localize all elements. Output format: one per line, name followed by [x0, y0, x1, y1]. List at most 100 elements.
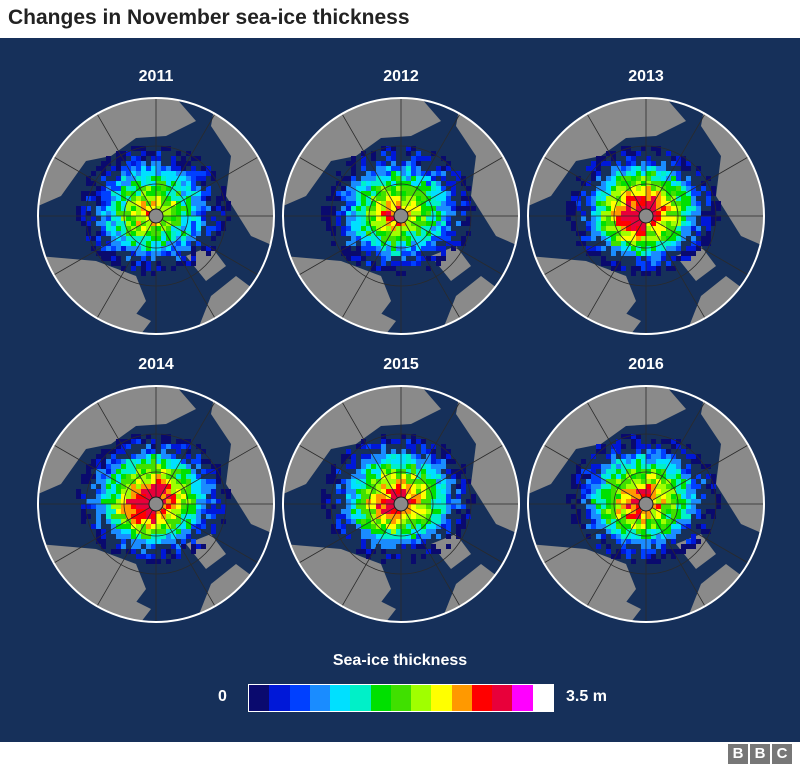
ice-cell	[176, 444, 181, 449]
ice-cell	[121, 534, 126, 539]
ice-cell	[711, 514, 716, 519]
ice-cell	[651, 211, 656, 216]
ice-cell	[601, 191, 606, 196]
ice-cell	[131, 266, 136, 271]
ice-cell	[676, 494, 681, 499]
ice-cell	[421, 474, 426, 479]
ice-cell	[186, 499, 191, 504]
ice-cell	[346, 514, 351, 519]
ice-cell	[176, 256, 181, 261]
ice-cell	[96, 499, 101, 504]
ice-cell	[391, 266, 396, 271]
ice-cell	[166, 474, 171, 479]
ice-cell	[591, 201, 596, 206]
ice-cell	[126, 484, 131, 489]
ice-cell	[171, 484, 176, 489]
ice-cell	[356, 484, 361, 489]
ice-cell	[171, 231, 176, 236]
ice-cell	[641, 549, 646, 554]
ice-cell	[156, 261, 161, 266]
ice-cell	[171, 524, 176, 529]
ice-cell	[331, 186, 336, 191]
ice-cell	[626, 246, 631, 251]
ice-cell	[126, 489, 131, 494]
ice-cell	[96, 454, 101, 459]
ice-cell	[671, 519, 676, 524]
ice-cell	[466, 216, 471, 221]
ice-cell	[656, 256, 661, 261]
ice-cell	[351, 176, 356, 181]
ice-cell	[621, 444, 626, 449]
ice-cell	[151, 479, 156, 484]
ice-cell	[441, 509, 446, 514]
ice-cell	[631, 186, 636, 191]
ice-cell	[701, 514, 706, 519]
ice-cell	[616, 206, 621, 211]
ice-cell	[216, 226, 221, 231]
ice-cell	[131, 504, 136, 509]
ice-cell	[156, 226, 161, 231]
ice-cell	[431, 221, 436, 226]
ice-cell	[651, 216, 656, 221]
ice-cell	[436, 464, 441, 469]
ice-cell	[426, 191, 431, 196]
ice-cell	[666, 211, 671, 216]
ice-cell	[421, 514, 426, 519]
ice-cell	[651, 509, 656, 514]
ice-cell	[176, 216, 181, 221]
ice-cell	[356, 181, 361, 186]
ice-cell	[661, 166, 666, 171]
ice-cell	[631, 529, 636, 534]
ice-cell	[171, 529, 176, 534]
ice-cell	[166, 146, 171, 151]
ice-cell	[576, 176, 581, 181]
meridian-line	[400, 215, 504, 276]
ice-cell	[201, 479, 206, 484]
ice-cell	[431, 509, 436, 514]
ice-cell	[666, 231, 671, 236]
ice-cell	[381, 186, 386, 191]
meridian-line	[155, 503, 259, 564]
ice-cell	[161, 499, 166, 504]
ice-cell	[96, 519, 101, 524]
ice-cell	[371, 514, 376, 519]
meridian-line	[53, 444, 157, 505]
ice-cell	[341, 524, 346, 529]
meridian-line	[400, 503, 461, 607]
ice-cell	[161, 504, 166, 509]
ice-cell	[711, 221, 716, 226]
ice-cell	[131, 469, 136, 474]
ice-cell	[446, 201, 451, 206]
ice-cell	[106, 201, 111, 206]
ice-cell	[636, 509, 641, 514]
ice-cell	[686, 469, 691, 474]
ice-cell	[201, 191, 206, 196]
ice-cell	[376, 181, 381, 186]
ice-cell	[146, 494, 151, 499]
meridian-line	[645, 444, 749, 505]
ice-cell	[436, 236, 441, 241]
ice-cell	[141, 166, 146, 171]
ice-cell	[431, 246, 436, 251]
ice-cell	[651, 439, 656, 444]
ice-cell	[646, 241, 651, 246]
ice-cell	[436, 484, 441, 489]
legend-max-label: 3.5 m	[566, 688, 607, 705]
ice-cell	[346, 484, 351, 489]
ice-cell	[601, 444, 606, 449]
ice-cell	[641, 176, 646, 181]
ice-cell	[611, 459, 616, 464]
ice-cell	[616, 529, 621, 534]
ice-cell	[591, 211, 596, 216]
ice-cell	[641, 191, 646, 196]
ice-cell	[176, 221, 181, 226]
ice-cell	[166, 231, 171, 236]
ice-cell	[436, 221, 441, 226]
ice-cell	[141, 479, 146, 484]
ice-cell	[686, 251, 691, 256]
ice-cell	[671, 529, 676, 534]
ice-cell	[446, 181, 451, 186]
ice-cell	[191, 176, 196, 181]
ice-cell	[651, 529, 656, 534]
ice-cell	[581, 474, 586, 479]
